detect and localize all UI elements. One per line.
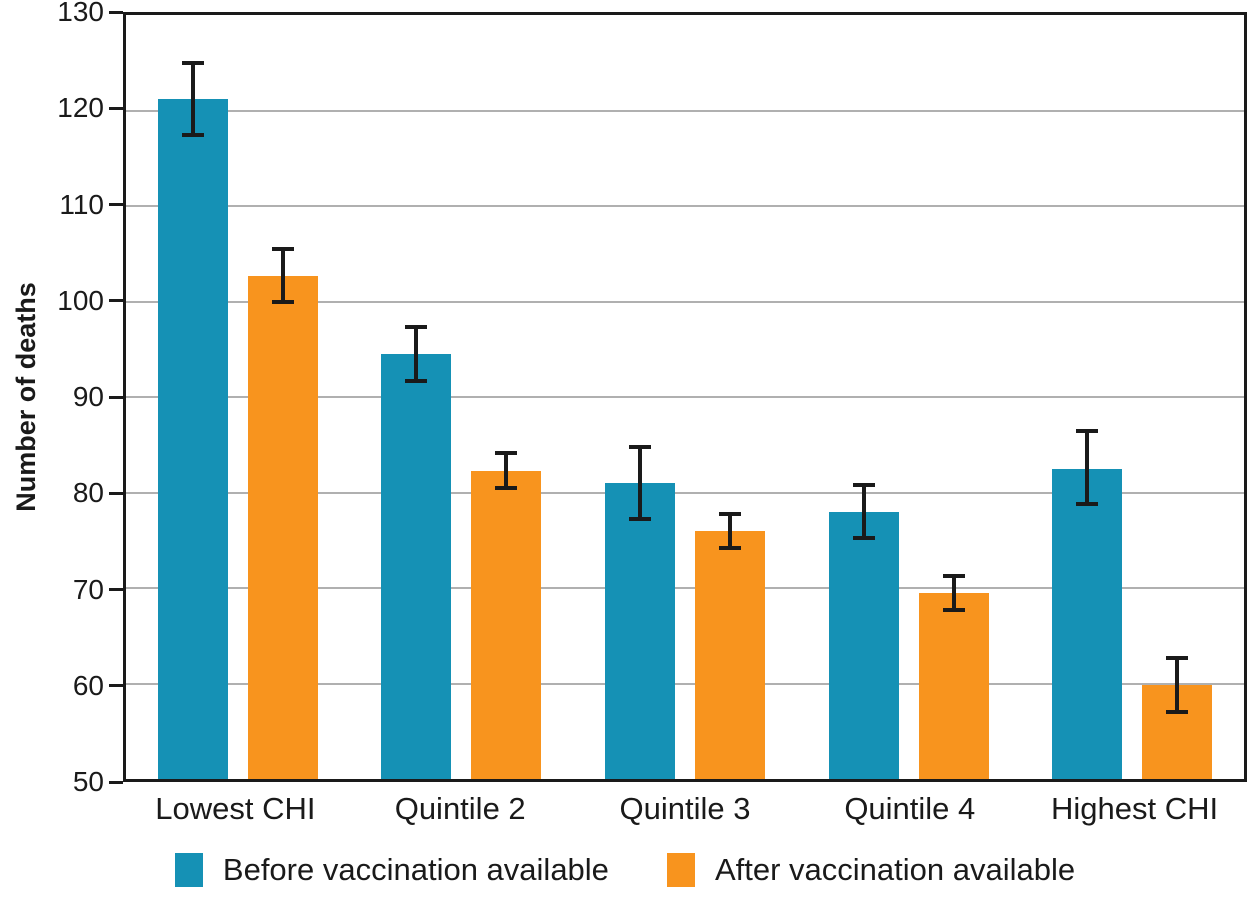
error-bar-line — [1175, 655, 1180, 715]
error-bar-cap-bottom — [629, 517, 651, 522]
y-tick-mark-60 — [109, 684, 123, 688]
y-tick-mark-80 — [109, 491, 123, 495]
y-tick-label-70: 70 — [72, 573, 104, 605]
error-bar-cap-top — [629, 444, 651, 449]
legend-item-before: Before vaccination available — [174, 852, 609, 888]
error-bar-cap-top — [181, 60, 204, 65]
legend-swatch-after — [666, 853, 695, 887]
error-bar-cap-top — [495, 451, 518, 456]
y-tick-label-50: 50 — [72, 766, 104, 797]
error-bar-before-2 — [629, 444, 651, 522]
y-tick-mark-90 — [109, 395, 123, 399]
gridline-70 — [126, 587, 1244, 589]
error-bar-cap-top — [1166, 655, 1189, 660]
y-tick-label-120: 120 — [57, 92, 104, 124]
legend-swatch-before — [174, 853, 203, 887]
error-bar-before-0 — [181, 60, 204, 138]
bar-after-2 — [695, 530, 765, 779]
error-bar-cap-bottom — [495, 485, 518, 490]
x-category-label-0: Lowest CHI — [155, 791, 316, 826]
gridline-60 — [126, 682, 1244, 685]
legend-label-after: After vaccination available — [714, 852, 1076, 887]
y-tick-mark-120 — [109, 106, 123, 110]
legend-item-after: After vaccination available — [666, 852, 1076, 888]
gridline-90 — [126, 396, 1244, 398]
plot-area — [123, 12, 1247, 782]
error-bar-cap-top — [405, 325, 428, 330]
error-bar-before-1 — [405, 325, 428, 383]
error-bar-cap-bottom — [1166, 710, 1189, 715]
bar-after-3 — [918, 592, 989, 779]
error-bar-cap-bottom — [271, 300, 294, 305]
error-bar-after-0 — [271, 247, 294, 305]
y-tick-label-60: 60 — [72, 669, 104, 701]
y-tick-label-130: 130 — [57, 0, 104, 27]
error-bar-line — [414, 325, 419, 383]
error-bar-after-3 — [942, 573, 965, 612]
bar-before-3 — [828, 511, 899, 779]
gridline-120 — [126, 109, 1244, 112]
bar-before-2 — [605, 482, 675, 779]
y-tick-mark-110 — [109, 203, 123, 206]
bar-after-0 — [247, 275, 318, 779]
y-tick-mark-70 — [109, 588, 123, 591]
y-tick-label-110: 110 — [59, 188, 104, 220]
legend-label-before: Before vaccination available — [222, 852, 609, 887]
error-bar-line — [861, 482, 866, 541]
error-bar-cap-top — [271, 247, 294, 252]
y-tick-mark-130 — [109, 10, 123, 14]
gridline-80 — [126, 491, 1244, 494]
x-category-label-2: Quintile 3 — [619, 791, 751, 826]
bar-before-0 — [157, 99, 228, 779]
error-bar-after-1 — [495, 451, 518, 490]
error-bar-cap-top — [719, 511, 741, 516]
gridline-110 — [126, 205, 1244, 207]
error-bar-cap-bottom — [1076, 501, 1099, 506]
error-bar-line — [728, 511, 732, 550]
error-bar-cap-top — [1076, 429, 1099, 434]
error-bar-line — [280, 247, 285, 305]
error-bar-line — [190, 60, 195, 138]
error-bar-line — [504, 451, 509, 490]
x-category-label-4: Highest CHI — [1051, 791, 1219, 826]
y-tick-label-90: 90 — [72, 381, 104, 412]
legend: Before vaccination available After vacci… — [0, 852, 1250, 888]
error-bar-cap-bottom — [405, 378, 428, 383]
error-bar-cap-top — [942, 573, 965, 578]
bar-before-4 — [1052, 468, 1123, 779]
x-category-label-1: Quintile 2 — [394, 791, 526, 826]
y-tick-label-100: 100 — [57, 284, 104, 316]
error-bar-cap-bottom — [181, 133, 204, 138]
bar-before-1 — [381, 354, 452, 779]
error-bar-cap-top — [852, 482, 875, 487]
error-bar-cap-bottom — [719, 545, 741, 550]
error-bar-after-2 — [719, 511, 741, 550]
bar-after-1 — [471, 470, 542, 779]
x-category-label-3: Quintile 4 — [844, 791, 976, 826]
y-tick-label-80: 80 — [72, 477, 104, 509]
error-bar-line — [1085, 429, 1090, 506]
y-tick-mark-50 — [109, 780, 123, 784]
error-bar-after-4 — [1166, 655, 1189, 715]
error-bar-before-3 — [852, 482, 875, 541]
error-bar-line — [951, 573, 956, 612]
error-bar-cap-bottom — [852, 536, 875, 541]
error-bar-before-4 — [1076, 429, 1099, 506]
error-bar-line — [638, 444, 642, 522]
error-bar-cap-bottom — [942, 607, 965, 612]
gridline-100 — [126, 300, 1244, 303]
y-tick-mark-100 — [109, 299, 123, 303]
